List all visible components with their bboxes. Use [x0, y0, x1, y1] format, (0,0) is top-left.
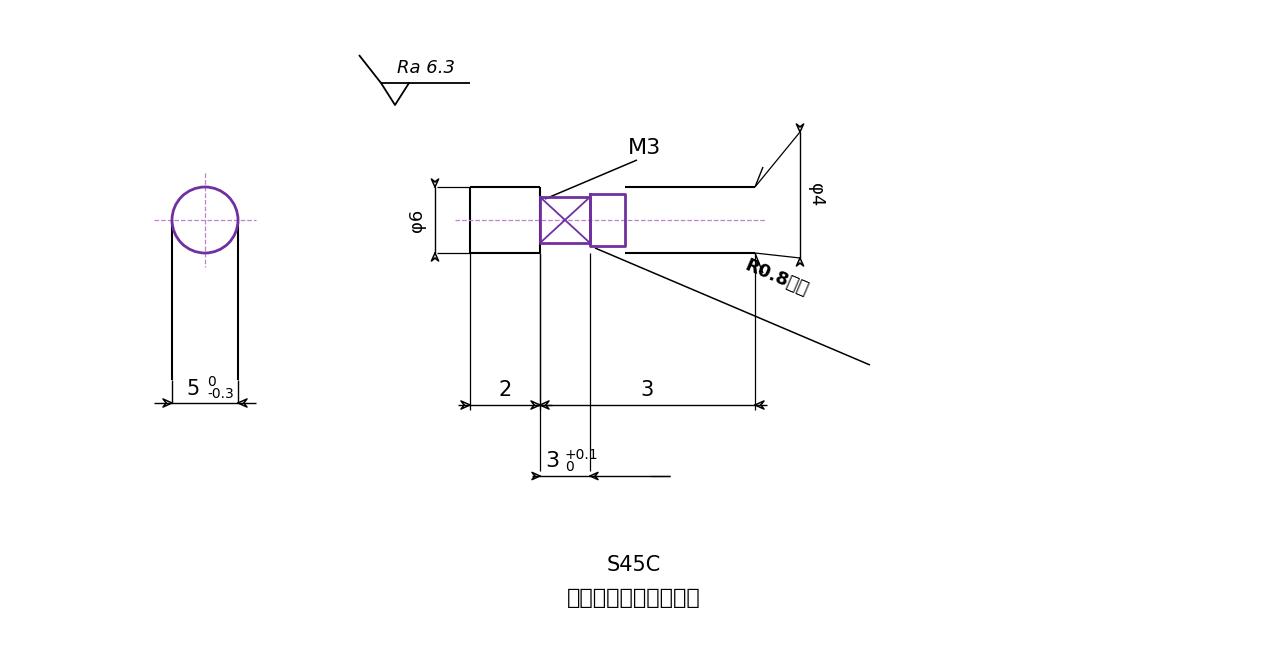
- Text: R0.8以下: R0.8以下: [742, 257, 810, 300]
- Text: Ra 6.3: Ra 6.3: [397, 59, 455, 77]
- Text: -0.3: -0.3: [207, 387, 233, 401]
- Text: M3: M3: [629, 138, 662, 158]
- Text: 0: 0: [566, 460, 573, 474]
- Text: 3: 3: [640, 380, 654, 400]
- Text: φ4: φ4: [806, 183, 825, 206]
- Text: 5: 5: [186, 379, 200, 399]
- Text: 3: 3: [545, 451, 559, 471]
- Text: +0.1: +0.1: [566, 448, 598, 462]
- Text: 無電解ニッケルめっき: 無電解ニッケルめっき: [567, 588, 701, 608]
- Text: 0: 0: [207, 375, 216, 389]
- Text: φ6: φ6: [408, 208, 426, 232]
- Text: 2: 2: [498, 380, 511, 400]
- Text: S45C: S45C: [607, 555, 661, 575]
